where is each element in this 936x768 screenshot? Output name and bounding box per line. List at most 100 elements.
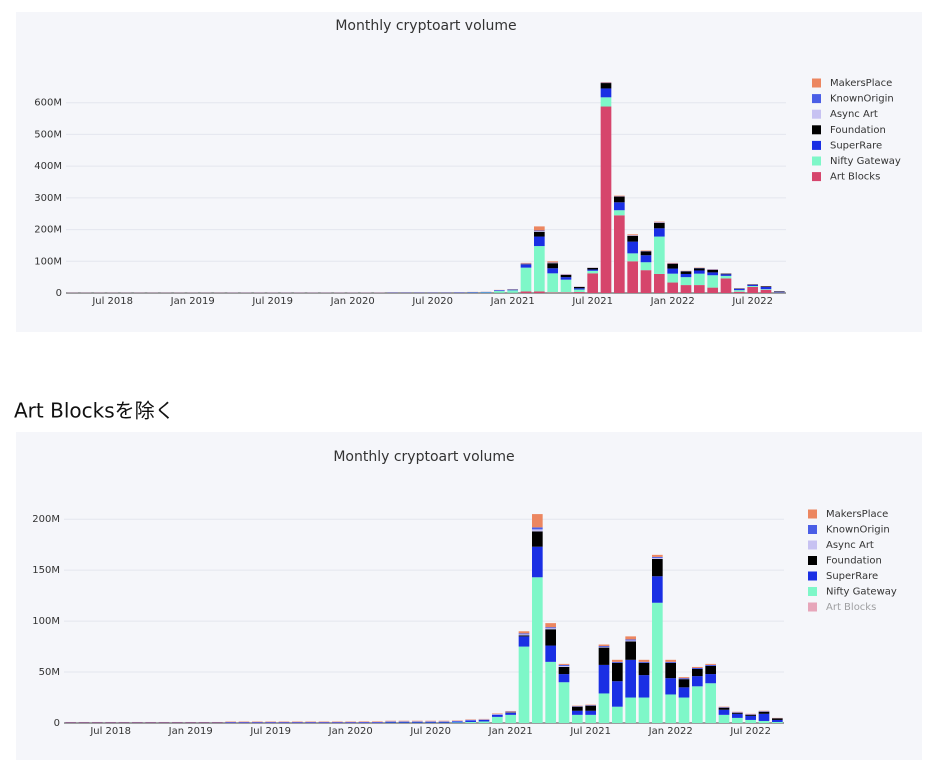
bar-segment [652, 558, 663, 577]
legend-label[interactable]: Foundation [830, 125, 886, 136]
bar-segment [694, 285, 705, 293]
bar-segment [545, 661, 556, 723]
bar-segment [492, 716, 503, 723]
bar-segment [412, 720, 423, 722]
bar-segment [105, 721, 116, 723]
legend-label[interactable]: Async Art [826, 540, 874, 551]
bar-segment [638, 662, 650, 676]
bar-segment [732, 717, 743, 723]
x-tick-label: Jul 2021 [569, 726, 611, 737]
bar-segment [665, 694, 676, 723]
legend-label[interactable]: KnownOrigin [830, 94, 894, 105]
bar-segment [558, 665, 570, 667]
bar-segment [614, 195, 625, 197]
bar-segment [545, 629, 556, 646]
bar-segment [747, 286, 758, 293]
bar-segment [558, 682, 570, 723]
legend-label[interactable]: MakersPlace [826, 509, 888, 520]
x-tick-label: Jan 2020 [330, 296, 375, 307]
panel [16, 432, 922, 760]
legend-label[interactable]: MakersPlace [830, 78, 892, 89]
bar-segment [680, 277, 692, 286]
bar-segment [598, 647, 610, 648]
bar-segment [507, 290, 518, 293]
bar-segment [612, 661, 623, 663]
bar-segment [587, 273, 598, 293]
bar-segment [665, 661, 676, 663]
bar-segment [692, 668, 703, 677]
bar-segment [318, 721, 330, 723]
bar-segment [385, 720, 396, 722]
bar-segment [545, 628, 556, 630]
bar-segment [520, 291, 532, 293]
bar-segment [518, 634, 530, 636]
bar-segment [534, 226, 545, 231]
bar-segment [478, 721, 490, 723]
bar-segment [612, 662, 623, 682]
bar-segment [627, 235, 638, 242]
y-tick-label: 500M [34, 129, 62, 140]
bar-segment [612, 706, 623, 723]
bar-segment [560, 277, 572, 280]
legend-swatch [808, 540, 817, 550]
bar-segment [652, 556, 663, 558]
bar-segment [678, 687, 690, 698]
y-tick-label: 150M [32, 565, 60, 576]
bar-segment [465, 721, 476, 723]
bar-segment [654, 221, 665, 223]
bar-segment [492, 714, 503, 715]
bar-segment [494, 290, 505, 291]
x-tick-label: Jul 2019 [249, 726, 291, 737]
bar-segment [718, 706, 730, 708]
bar-segment [507, 289, 518, 291]
legend-swatch [812, 94, 821, 104]
bar-segment [534, 231, 545, 237]
bar-segment [585, 704, 596, 706]
chart-title: Monthly cryptoart volume [333, 449, 514, 465]
bar-segment [680, 285, 692, 293]
bar-segment [398, 721, 410, 723]
legend-label[interactable]: Foundation [826, 556, 882, 567]
legend-label[interactable]: SuperRare [830, 140, 882, 151]
y-tick-label: 200M [34, 225, 62, 236]
bar-segment [734, 290, 745, 292]
bar-segment [600, 83, 612, 89]
legend-label[interactable]: SuperRare [826, 571, 878, 582]
bar-segment [425, 721, 436, 723]
bar-segment [625, 640, 636, 642]
bar-segment [372, 721, 383, 723]
bar-segment [532, 527, 543, 530]
bar-segment [572, 714, 583, 723]
bar-segment [680, 273, 692, 278]
bar-segment [358, 722, 370, 723]
legend-label[interactable]: Async Art [830, 109, 878, 120]
legend-swatch [808, 571, 817, 581]
bar-segment [654, 236, 665, 274]
bar-segment [505, 714, 516, 723]
y-tick-label: 100M [32, 616, 60, 627]
bar-segment [558, 663, 570, 665]
bar-segment [225, 722, 236, 723]
bar-segment [345, 721, 356, 723]
bar-segment [654, 228, 665, 237]
x-tick-label: Jan 2021 [490, 296, 535, 307]
bar-segment [560, 279, 572, 293]
bar-segment [585, 714, 596, 723]
y-tick-label: 400M [34, 161, 62, 172]
legend-swatch [808, 509, 817, 519]
bar-segment [614, 215, 625, 293]
bar-segment [532, 531, 543, 547]
bar-segment [332, 722, 343, 723]
legend-label[interactable]: Nifty Gateway [830, 156, 901, 167]
bar-segment [745, 714, 756, 715]
legend-label[interactable]: Art Blocks [830, 172, 880, 183]
y-tick-label: 100M [34, 256, 62, 267]
bar-segment [547, 263, 558, 269]
y-tick-label: 600M [34, 98, 62, 109]
bar-segment [534, 291, 545, 293]
bar-segment [707, 272, 718, 276]
legend-label[interactable]: Art Blocks [826, 602, 876, 613]
legend-label[interactable]: Nifty Gateway [826, 587, 897, 598]
legend-label[interactable]: KnownOrigin [826, 525, 890, 536]
bar-segment [758, 720, 770, 723]
